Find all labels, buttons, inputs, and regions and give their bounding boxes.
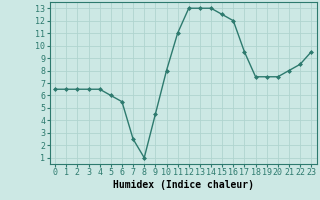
X-axis label: Humidex (Indice chaleur): Humidex (Indice chaleur) [113,180,254,190]
